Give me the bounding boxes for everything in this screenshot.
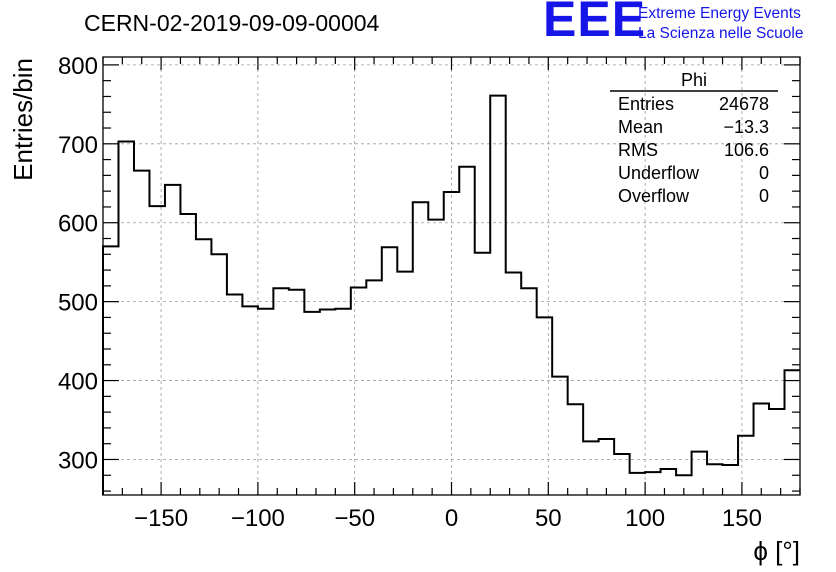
stats-value-entries: 24678 [719,94,769,114]
logo-line-2: La Scienza nelle Scuole [638,25,804,42]
histogram-bin [707,464,722,495]
y-tick-label: 600 [58,211,98,238]
histogram-bin [103,246,118,495]
histogram-bin [258,309,273,495]
histogram-bin [490,96,505,495]
y-tick-label: 500 [58,290,98,317]
histogram-bin [521,288,536,495]
histogram-bin [149,206,164,495]
histogram-bin [568,404,583,495]
histogram-bin [723,465,738,495]
histogram-bin [614,454,629,495]
histogram-bin [165,185,180,495]
histogram-bin [211,254,226,495]
y-tick-label: 400 [58,369,98,396]
y-tick-label: 800 [58,53,98,80]
stats-value-overflow: 0 [759,186,769,206]
histogram-bin [134,171,149,495]
histogram-bin [118,141,133,495]
histogram-bin [428,220,443,495]
histogram-bin [661,469,676,495]
stats-label-rms: RMS [618,140,658,160]
x-tick-label: 150 [722,505,762,532]
logo-line-1: Extreme Energy Events [638,5,801,22]
x-tick-label: 50 [535,505,562,532]
histogram-bin [537,317,552,495]
histogram-bin [583,441,598,495]
x-tick-label: −150 [134,505,188,532]
histogram-bin [351,287,366,495]
x-tick-label: −100 [231,505,285,532]
histogram-bin [506,272,521,495]
histogram-bin [785,370,800,495]
histogram-bin [444,192,459,495]
stats-label-underflow: Underflow [618,163,700,183]
histogram-bin [459,167,474,495]
histogram-bin [754,403,769,495]
histogram-bin [273,288,288,495]
stats-title: Phi [681,70,707,90]
eee-logo-mark: EEE [543,0,647,47]
histogram-bin [769,409,784,495]
histogram-bin [397,272,412,495]
stats-label-mean: Mean [618,117,663,137]
histogram-bin [289,290,304,495]
stats-value-rms: 106.6 [724,140,769,160]
x-tick-label: −50 [334,505,375,532]
stats-label-entries: Entries [618,94,674,114]
y-axis-title: Entries/bin [8,58,38,181]
y-tick-label: 700 [58,132,98,159]
y-tick-label: 300 [58,447,98,474]
histogram-series-phi [102,94,800,495]
histogram-bin [320,310,335,495]
histogram-bin [552,377,567,495]
histogram-bin [599,439,614,495]
histogram-bin [366,280,381,495]
histogram-bin [738,436,753,495]
x-tick-label: 0 [445,505,458,532]
histogram-bin [335,309,350,495]
histogram-bin [382,247,397,495]
histogram-bin [645,472,660,495]
stats-label-overflow: Overflow [618,186,690,206]
histogram-bin [413,202,428,495]
x-axis-title: ϕ [°] [753,536,800,566]
histogram-bin [304,312,319,495]
histogram-bin [475,253,490,495]
histogram-bin [227,295,242,495]
stats-value-underflow: 0 [759,163,769,183]
histogram-bin [692,452,707,495]
plot-title: CERN-02-2019-09-09-00004 [84,10,380,36]
histogram-bin [630,473,645,495]
histogram-bin [242,306,257,495]
histogram-bin [196,239,211,495]
x-tick-label: 100 [625,505,665,532]
histogram-bin [180,214,195,495]
stats-value-mean: −13.3 [723,117,769,137]
